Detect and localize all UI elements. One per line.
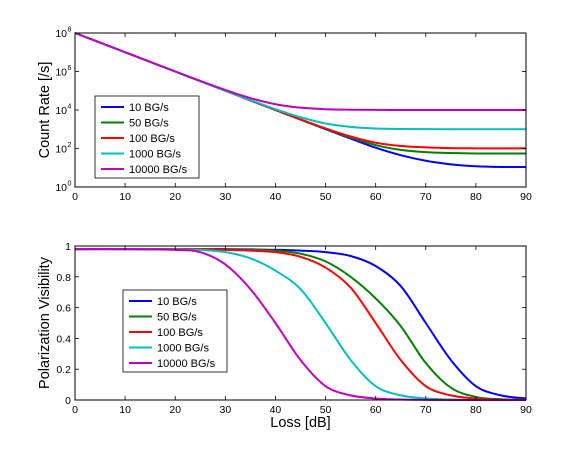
y-tick-label-base: 10 <box>55 144 67 156</box>
x-tick-label: 80 <box>470 191 482 203</box>
y-tick-label-exponent: 6 <box>68 65 72 72</box>
visibility-legend-entries: 10 BG/s 50 BG/s 100 BG/s 1000 BG/s 10000 BG/… <box>129 296 216 370</box>
legend-label: 1000 BG/s <box>157 343 209 355</box>
visibility-y-axis-label: Polarization Visibility <box>37 256 53 389</box>
x-tick-label: 0 <box>72 191 78 203</box>
x-tick-label: 10 <box>119 404 131 416</box>
y-tick-label-exponent: 2 <box>68 142 72 149</box>
y-tick-label-base: 10 <box>55 105 67 117</box>
y-tick-label-exponent: 0 <box>68 181 72 188</box>
x-tick-label: 30 <box>219 191 231 203</box>
y-tick-label-base: 10 <box>55 182 67 194</box>
x-tick-label: 50 <box>320 191 332 203</box>
x-tick-label: 50 <box>320 404 332 416</box>
y-tick-label-base: 10 <box>55 28 67 40</box>
y-tick-label-exponent: 8 <box>68 27 72 34</box>
visibility-x-axis-label: Loss [dB] <box>270 415 330 431</box>
x-tick-label: 30 <box>219 404 231 416</box>
legend-label: 10 BG/s <box>129 102 169 114</box>
visibility-legend: 10 BG/s 50 BG/s 100 BG/s 1000 BG/s 10000 BG/… <box>122 289 228 373</box>
y-tick-label: 1 <box>65 241 71 253</box>
y-tick-label: 0.8 <box>56 272 71 284</box>
x-tick-label: 80 <box>470 404 482 416</box>
count-rate-legend-entries: 10 BG/s 50 BG/s 100 BG/s 1000 BG/s 10000 BG/… <box>101 102 188 176</box>
count-rate-y-axis-label: Count Rate [/s] <box>37 62 53 159</box>
x-tick-label: 20 <box>169 191 181 203</box>
visibility-axes-box <box>74 245 527 401</box>
x-tick-label: 90 <box>520 404 532 416</box>
legend-label: 50 BG/s <box>129 118 169 130</box>
x-tick-label: 0 <box>72 404 78 416</box>
y-tick-label: 0 <box>65 395 71 407</box>
x-tick-label: 60 <box>370 404 382 416</box>
x-tick-label: 60 <box>370 191 382 203</box>
y-tick-label: 0.2 <box>56 364 71 376</box>
x-tick-label: 70 <box>420 404 432 416</box>
x-tick-label: 10 <box>119 191 131 203</box>
x-tick-label: 70 <box>420 191 432 203</box>
series-line <box>74 32 526 111</box>
x-tick-label: 20 <box>169 404 181 416</box>
legend-label: 100 BG/s <box>157 327 203 339</box>
x-tick-label: 40 <box>270 191 282 203</box>
count-rate-curves <box>74 32 527 169</box>
visibility-panel: 0 10 20 30 40 50 60 70 80 90 0 0.2 0.4 0.6 0.8 1 Polar… <box>37 241 532 431</box>
y-tick-label-exponent: 4 <box>68 104 72 111</box>
legend-label: 1000 BG/s <box>129 149 181 161</box>
legend-label: 10 BG/s <box>157 296 197 308</box>
count-rate-x-ticks: 0 10 20 30 40 50 60 70 80 90 <box>72 33 532 203</box>
legend-label: 10000 BG/s <box>157 358 216 370</box>
visibility-x-ticks: 0 10 20 30 40 50 60 70 80 90 <box>72 246 532 416</box>
visibility-y-ticks: 0 0.2 0.4 0.6 0.8 1 <box>56 241 526 407</box>
y-tick-label: 0.6 <box>56 303 71 315</box>
legend-label: 10000 BG/s <box>129 164 188 176</box>
y-tick-label-base: 10 <box>55 67 67 79</box>
count-rate-legend: 10 BG/s 50 BG/s 100 BG/s 1000 BG/s 10000 BG/… <box>94 95 200 179</box>
x-tick-label: 90 <box>520 191 532 203</box>
legend-label: 100 BG/s <box>129 133 175 145</box>
y-tick-label: 0.4 <box>56 333 71 345</box>
legend-label: 50 BG/s <box>157 312 197 324</box>
x-tick-label: 40 <box>270 404 282 416</box>
